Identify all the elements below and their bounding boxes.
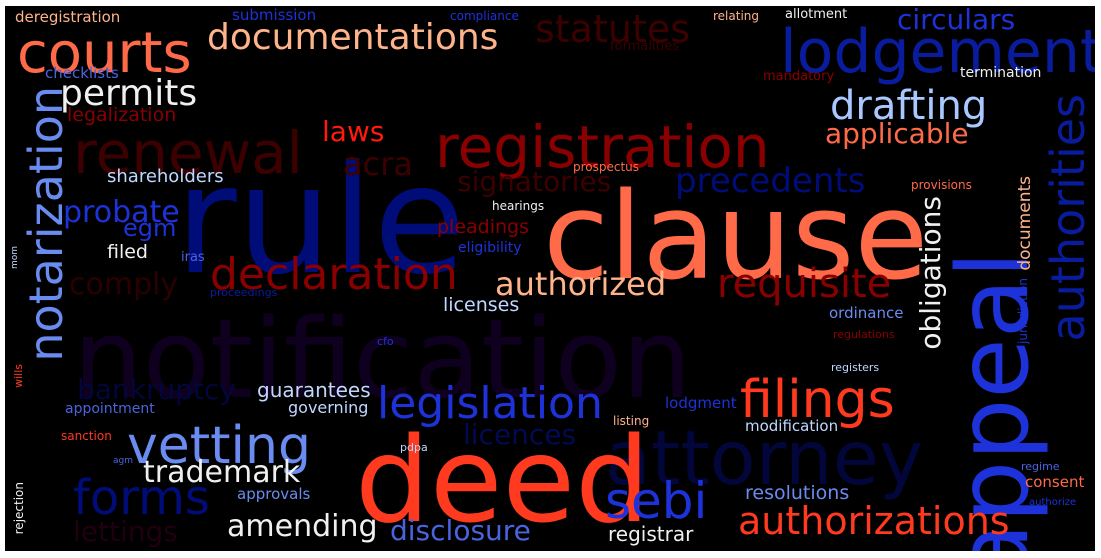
word-proceedings: proceedings <box>210 286 278 299</box>
word-deregistration: deregistration <box>15 8 121 26</box>
word-comply: comply <box>69 267 179 302</box>
word-authorities: authorities <box>1041 94 1095 342</box>
word-appointment: appointment <box>65 401 155 417</box>
word-filed: filed <box>107 241 148 263</box>
word-relating: relating <box>713 9 760 23</box>
word-compliance: compliance <box>450 9 519 23</box>
word-wills: wills <box>12 364 25 388</box>
word-documentations: documentations <box>207 17 499 58</box>
word-jurisdiction: jurisdiction <box>1016 278 1030 344</box>
word-rule: rule <box>175 134 466 308</box>
word-precedents: precedents <box>675 161 866 201</box>
word-authorize: authorize <box>1029 497 1077 508</box>
word-clause: clause <box>543 168 929 307</box>
word-lodgement: lodgement <box>780 17 1095 87</box>
word-notification: notification <box>73 295 692 423</box>
word-bankruptcy: bankruptcy <box>77 373 236 406</box>
word-modification: modification <box>745 417 839 435</box>
word-approvals: approvals <box>237 485 311 503</box>
word-legislation: legislation <box>377 378 603 429</box>
word-allotment: allotment <box>785 7 848 22</box>
word-sanction: sanction <box>61 429 112 443</box>
word-laws: laws <box>322 115 385 148</box>
word-hearings: hearings <box>492 199 545 213</box>
word-authorizations: authorizations <box>738 499 1010 543</box>
word-amending: amending <box>227 509 378 544</box>
word-registration: registration <box>435 113 770 181</box>
word-regime: regime <box>1021 460 1060 473</box>
word-mandatory: mandatory <box>763 69 835 84</box>
word-regulations: regulations <box>833 328 895 341</box>
word-acra: acra <box>343 145 413 183</box>
word-vetting: vetting <box>127 416 311 476</box>
word-registers: registers <box>831 361 880 374</box>
word-applicable: applicable <box>825 117 969 150</box>
word-rejection: rejection <box>12 482 26 535</box>
word-iras: iras <box>181 250 205 265</box>
word-declaration: declaration <box>210 249 458 300</box>
word-checklists: checklists <box>45 64 119 82</box>
word-renewal: renewal <box>73 119 303 187</box>
word-permits: permits <box>60 73 198 114</box>
word-eligibility: eligibility <box>458 240 522 256</box>
word-prospectus: prospectus <box>573 160 640 174</box>
word-courts: courts <box>17 21 192 86</box>
word-licenses: licenses <box>443 294 520 316</box>
word-attorney: attorney <box>605 414 924 502</box>
word-probate: probate <box>63 195 180 230</box>
word-formalities: formalities <box>610 39 679 54</box>
word-termination: termination <box>960 65 1042 81</box>
word-cfo: cfo <box>377 335 394 348</box>
word-shareholders: shareholders <box>107 166 224 187</box>
word-egm: egm <box>123 214 177 242</box>
word-lodgment: lodgment <box>665 394 737 412</box>
word-agm: agm <box>113 456 133 466</box>
word-drafting: drafting <box>830 83 988 129</box>
word-forms: forms <box>73 470 210 526</box>
word-sebi: sebi <box>605 472 708 530</box>
word-submission: submission <box>232 6 317 24</box>
word-documents: documents <box>1015 176 1035 271</box>
word-filings: filings <box>740 370 895 430</box>
word-consent: consent <box>1025 473 1085 491</box>
word-statutes: statutes <box>535 7 691 51</box>
word-ordinance: ordinance <box>829 304 904 322</box>
word-pleadings: pleadings <box>437 216 530 238</box>
word-pdpa: pdpa <box>400 441 428 454</box>
word-lettings: lettings <box>73 515 178 548</box>
word-provisions: provisions <box>911 178 972 192</box>
word-trademark: trademark <box>143 455 301 490</box>
word-authorized: authorized <box>495 265 667 303</box>
word-mom: mom <box>10 246 20 270</box>
word-registrar: registrar <box>608 522 694 546</box>
word-requisite: requisite <box>717 261 892 307</box>
word-disclosure: disclosure <box>390 514 531 547</box>
word-deed: deed <box>355 411 650 549</box>
word-licences: licences <box>463 418 577 451</box>
word-legalization: legalization <box>67 104 177 126</box>
word-listing: listing <box>613 414 650 428</box>
word-signatories: signatories <box>457 165 612 198</box>
word-guarantees: guarantees <box>257 378 371 402</box>
word-obligations: obligations <box>914 196 947 350</box>
word-governing: governing <box>288 398 369 417</box>
word-cloud: notification rule attorney clause deed a… <box>5 6 1095 551</box>
word-circulars: circulars <box>897 6 1016 36</box>
word-resolutions: resolutions <box>745 482 850 504</box>
